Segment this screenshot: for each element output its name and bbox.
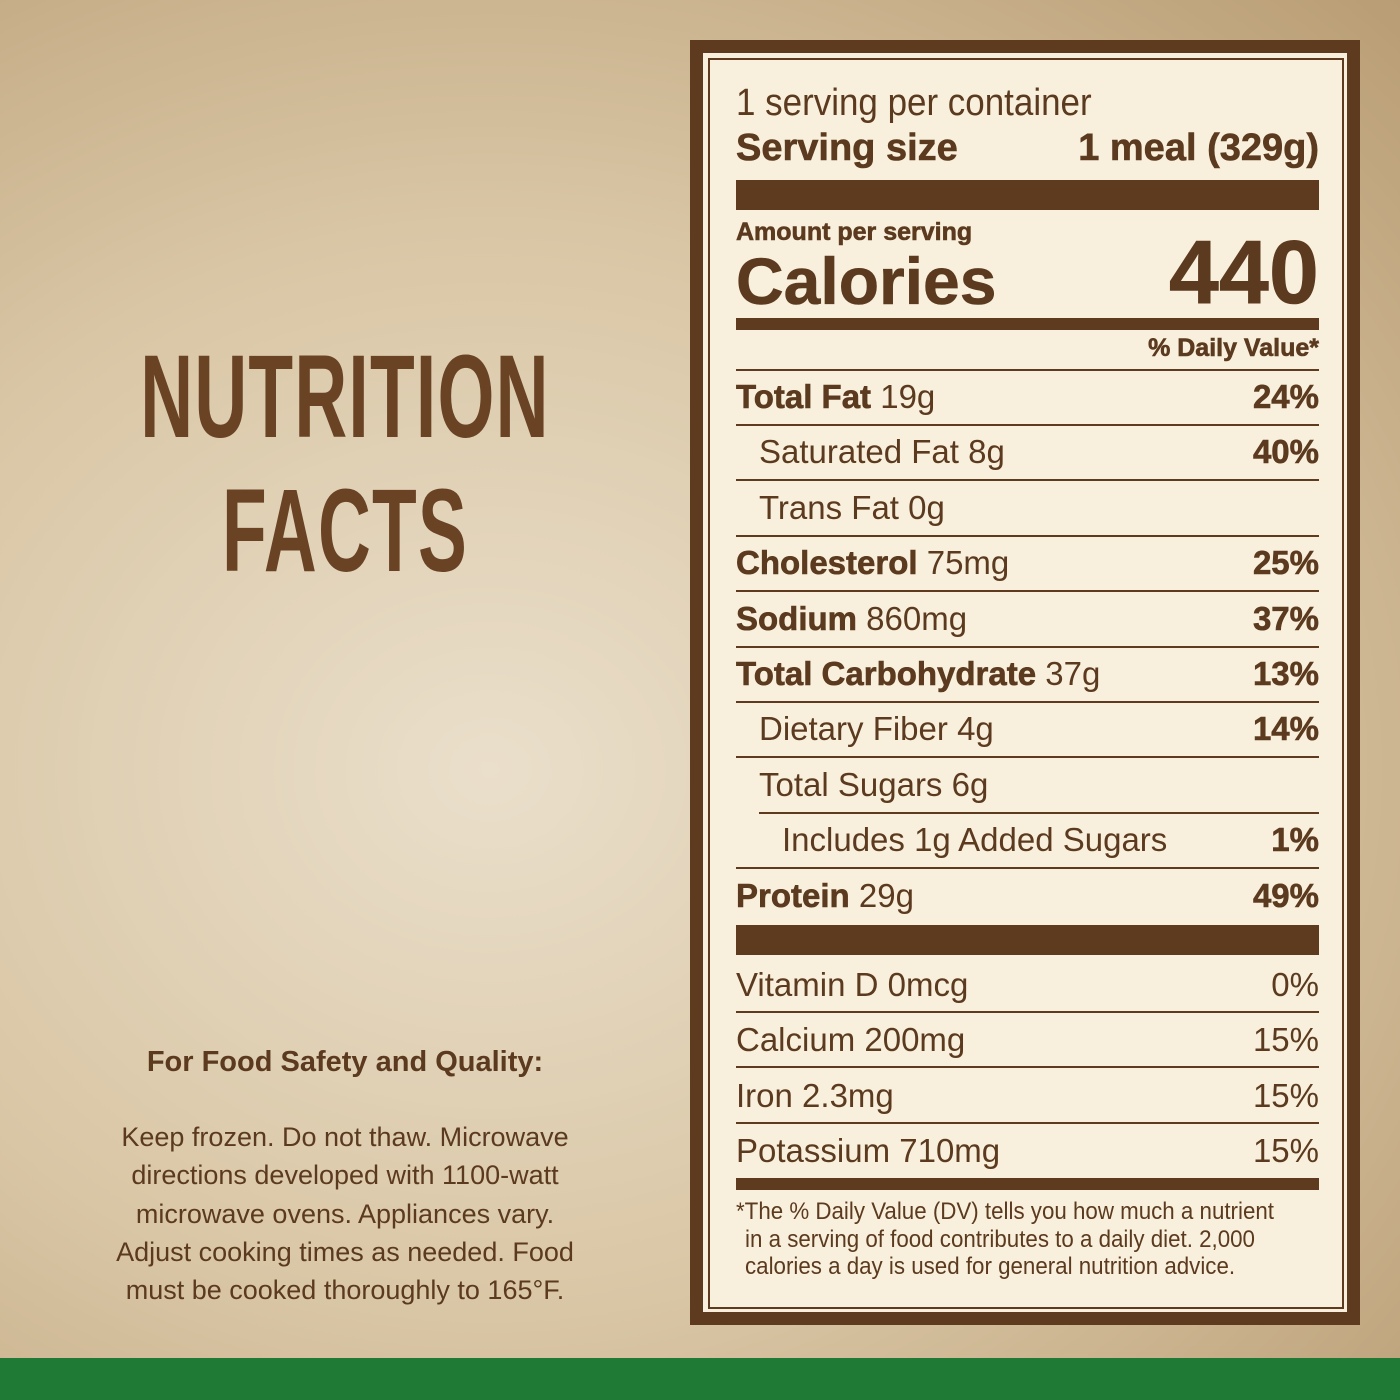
rule <box>736 1066 1319 1069</box>
serving-size-label: Serving size <box>736 127 958 169</box>
heading-line: FACTS <box>221 465 469 597</box>
rule <box>736 1011 1319 1013</box>
nutrient-row: Total Sugars 6g <box>759 768 988 801</box>
nutrient-name: Includes 1g Added Sugars <box>782 821 1168 859</box>
nutrient-row: Includes 1g Added Sugars <box>782 823 1167 856</box>
footnote-line: calories a day is used for general nutri… <box>745 1253 1236 1280</box>
nutrient-name: Sodium <box>736 599 858 637</box>
nutrient-dv: 14% <box>1252 710 1320 748</box>
safety-line: Keep frozen. Do not thaw. Microwave <box>121 1122 569 1152</box>
footnote-line: in a serving of food contributes to a da… <box>745 1225 1255 1253</box>
rule <box>736 424 1319 426</box>
rule <box>736 867 1319 870</box>
thick-rule <box>736 180 1319 210</box>
vitamin-amount: 2.3mg <box>802 1076 894 1114</box>
vitamin-name: Calcium 200mg <box>736 1021 966 1059</box>
safety-line: must be cooked thoroughly to 165°F. <box>125 1275 565 1306</box>
nutrient-name: Saturated Fat <box>759 433 959 471</box>
vitamin-dv: 15% <box>1252 1131 1319 1169</box>
nutrient-name: Total Fat <box>736 378 872 415</box>
nutrient-row: Cholesterol 75mg <box>736 544 1010 582</box>
nutrient-amount: 8g <box>968 433 1005 471</box>
amount-per-serving: Amount per serving <box>736 218 973 246</box>
rule <box>736 1121 1319 1124</box>
nutrient-dv: 37% <box>1252 599 1320 637</box>
nutrient-amount: 860mg <box>866 599 968 637</box>
vitamin-amount: 710mg <box>899 1131 1001 1169</box>
nutrient-dv: 40% <box>1252 433 1320 471</box>
label-inner-border <box>708 58 1344 1309</box>
nutrient-name: Dietary Fiber <box>759 710 948 748</box>
vitamin-dv: 0% <box>1271 966 1319 1003</box>
nutrient-amount: 37g <box>1045 655 1101 692</box>
vitamin-amount: 200mg <box>864 1021 966 1059</box>
dv-header: % Daily Value* <box>1148 334 1320 362</box>
nutrient-name: Total Carbohydrate <box>736 655 1037 692</box>
rule <box>736 479 1319 482</box>
calories-label: Calories <box>736 244 997 318</box>
nutrient-row: Sodium 860mg <box>736 599 968 637</box>
label-background <box>703 53 1347 1312</box>
safety-title: For Food Safety and Quality: <box>146 1046 544 1078</box>
nutrient-dv: 1% <box>1271 821 1319 859</box>
calories: 440 <box>1168 223 1320 323</box>
vitamin-name: Potassium 710mg <box>736 1131 1001 1169</box>
nutrient-amount: 29g <box>858 876 914 914</box>
vitamin-dv: 15% <box>1252 1076 1319 1114</box>
rule <box>759 811 1319 814</box>
nutrient-amount: 0g <box>908 488 945 526</box>
vitamin-name: Iron 2.3mg <box>736 1076 894 1114</box>
nutrient-row: Total Fat 19g <box>736 378 936 415</box>
nutrient-row: Total Carbohydrate 37g <box>736 655 1101 692</box>
nutrient-row: Protein 29g <box>736 876 914 914</box>
rule <box>736 645 1319 648</box>
nutrient-dv: 24% <box>1252 378 1320 415</box>
safety-line: microwave ovens. Appliances vary. <box>135 1198 555 1229</box>
rule <box>736 701 1319 703</box>
nutrient-dv: 49% <box>1252 876 1320 914</box>
footnote-line: *The % Daily Value (DV) tells you how mu… <box>736 1198 1274 1225</box>
nutrient-name: Cholesterol <box>736 544 918 582</box>
vitamin-name: Vitamin D 0mcg <box>736 966 969 1003</box>
servings: 1 serving per container <box>736 82 1092 124</box>
rule <box>736 590 1319 593</box>
nutrient-amount: 75mg <box>926 544 1010 582</box>
rule <box>736 534 1319 537</box>
serving-size: 1 meal (329g) <box>1078 127 1319 169</box>
medium-rule <box>736 318 1319 330</box>
nutrient-name: Protein <box>736 876 850 914</box>
heading-line: NUTRITION <box>140 331 550 463</box>
vitamin-amount: 0mcg <box>887 966 969 1003</box>
vitamin-dv: 15% <box>1252 1021 1319 1059</box>
thick-rule <box>736 925 1319 955</box>
medium-rule <box>736 1178 1319 1190</box>
footer-bar <box>0 1358 1400 1400</box>
nutrient-amount: 6g <box>951 765 989 803</box>
nutrient-dv: 25% <box>1252 544 1320 582</box>
safety-line: directions developed with 1100-watt <box>131 1160 559 1191</box>
nutrient-amount: 19g <box>880 378 936 415</box>
safety-line: Adjust cooking times as needed. Food <box>116 1236 574 1267</box>
nutrient-name: Trans Fat <box>759 488 899 526</box>
rule <box>736 369 1319 371</box>
nutrient-row: Dietary Fiber 4g <box>759 712 994 745</box>
nutrient-dv: 13% <box>1252 655 1320 692</box>
nutrient-name: Total Sugars <box>759 765 943 803</box>
nutrient-amount: 4g <box>957 710 994 748</box>
nutrient-row: Saturated Fat 8g <box>759 435 1005 468</box>
nutrient-row: Trans Fat 0g <box>759 491 945 524</box>
rule <box>736 756 1319 759</box>
